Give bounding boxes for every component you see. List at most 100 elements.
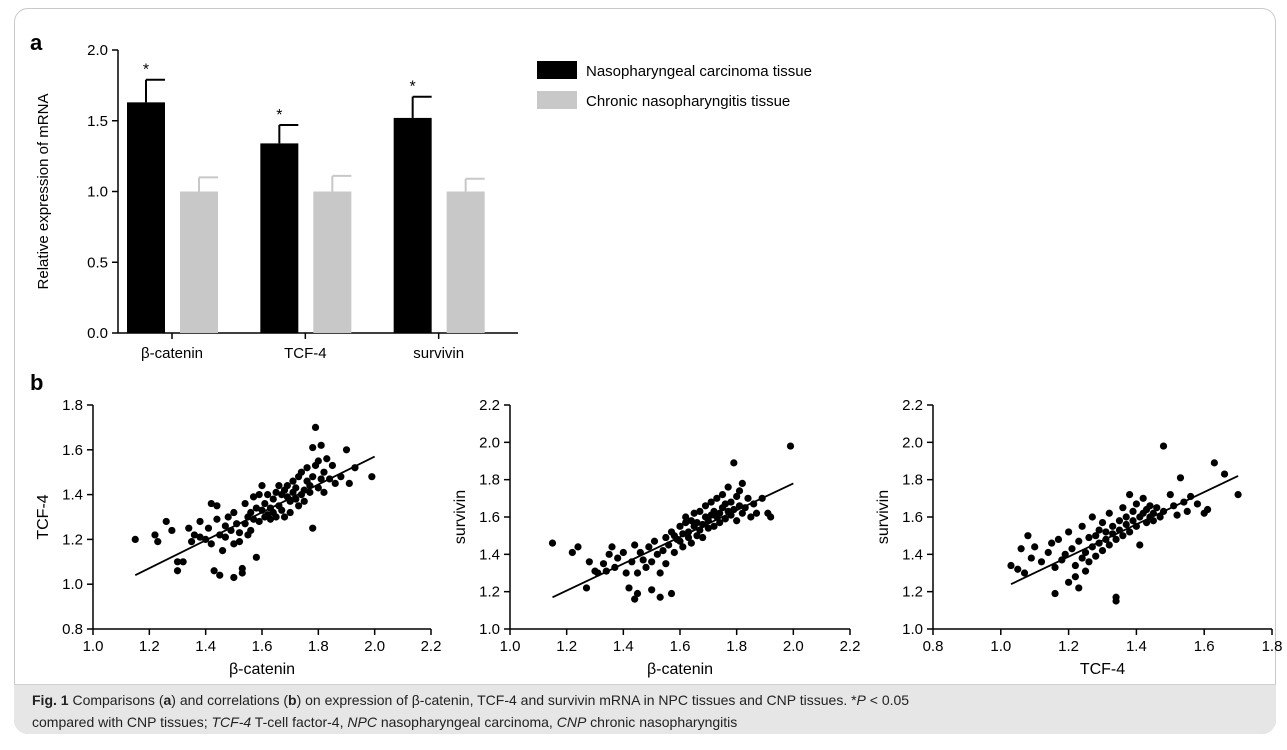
scatter-point [331,479,339,487]
scatter-point [328,461,337,470]
y-tick-label: 0.5 [87,254,108,271]
y-tick-label: 1.6 [902,509,923,526]
scatter-point [1166,491,1174,499]
y-tick-label: 1.0 [479,621,500,638]
scatter-point [1017,545,1025,553]
caption-text-3: ) on expression of β-catenin, TCF-4 and … [296,692,857,708]
scatter-point [642,563,650,572]
scatter-point [1119,532,1127,540]
x-tick-label: 1.4 [613,638,634,655]
y-axis-label: survivin [875,490,892,544]
y-tick-label: 1.8 [902,472,923,489]
significance-marker: * [143,62,149,79]
caption-def-npc: nasopharyngeal carcinoma, [376,714,557,730]
scatter-point [727,498,735,506]
scatter-point [786,442,795,450]
scatter-point [1068,545,1076,553]
caption-panel-a-ref: a [163,692,172,708]
scatter-point [1122,513,1130,521]
scatter-point [1024,532,1032,540]
x-axis-label: TCF-4 [1080,661,1125,678]
scatter-panel-b1: 0.81.01.21.41.61.81.0 1.2 1.4 1.6 1.8 2.0 2.2β… [35,397,441,678]
scatter-point [264,491,272,499]
scatter-point [710,522,718,530]
scatter-point [733,517,741,525]
scatter-point [1044,548,1052,557]
scatter-point [656,593,664,601]
scatter-point [266,515,275,523]
y-tick-label: 1.5 [87,113,108,130]
scatter-point [631,541,639,549]
scatter-point [608,543,616,551]
figure-caption: Fig. 1 Comparisons (a) and correlations … [14,684,1276,734]
scatter-point [735,487,744,495]
y-tick-label: 2.0 [87,42,108,59]
scatter-point [311,423,320,431]
x-tick-label: 1.4 [195,638,216,655]
scatter-point [1071,561,1079,570]
scatter-point [297,468,306,476]
scatter-point [1065,528,1073,536]
scatter-point [1159,442,1168,450]
scatter-point [1203,505,1212,514]
panel-label-a: a [30,30,43,55]
scatter-point [1092,552,1100,560]
scatter-point [286,508,294,517]
x-tick-label: β-catenin [141,345,203,362]
scatter-point [1156,513,1164,521]
scatter-point [1129,507,1137,515]
scatter-point [230,508,238,517]
scatter-point [162,517,170,526]
scatter-point [693,519,701,527]
scatter-point [699,533,707,542]
scatter-point [574,543,582,551]
scatter-point [289,477,297,485]
y-axis-label: TCF-4 [35,494,52,539]
scatter-point [1065,578,1073,586]
scatter-point [701,502,710,510]
caption-panel-b-ref: b [288,692,297,708]
scatter-point [1220,470,1229,478]
scatter-point [306,488,314,496]
scatter-point [1115,517,1124,525]
scatter-point [625,584,633,592]
y-tick-label: 1.4 [62,487,83,504]
x-tick-label: 1.2 [1058,638,1079,655]
scatter-point [317,441,325,449]
scatter-point [204,524,213,532]
scatter-point [221,522,229,530]
y-tick-label: 0.0 [87,325,108,342]
scatter-point [1122,520,1130,529]
scatter-point [221,533,229,541]
y-tick-label: 1.6 [62,442,83,459]
scatter-point [173,558,182,566]
scatter-point [682,513,690,521]
scatter-point [1098,519,1107,527]
x-axis-label: β-catenin [229,661,295,678]
y-tick-label: 1.2 [902,584,923,601]
scatter-point [185,524,193,532]
scatter-point [667,589,676,598]
scatter-point [207,499,215,508]
scatter-point [1027,554,1035,562]
scatter-point [280,513,289,521]
scatter-point [317,475,325,483]
scatter-point [1105,541,1113,549]
scatter-point [645,543,653,551]
scatter-point [633,569,642,577]
scatter-point [721,500,729,508]
scatter-point [1075,537,1083,545]
y-tick-label: 2.2 [902,397,923,414]
scatter-point [548,539,557,547]
scatter-point [1071,573,1079,581]
x-tick-label: 1.6 [1194,638,1215,655]
scatter-point [568,548,576,557]
scatter-point [1126,528,1134,536]
caption-def-tcf4: T-cell factor-4, [251,714,348,730]
x-tick-label: 1.6 [252,638,273,655]
y-tick-label: 1.4 [479,546,500,563]
scatter-point [213,502,221,510]
scatter-point [269,495,277,503]
scatter-point [1095,526,1103,534]
y-tick-label: 2.0 [902,434,923,451]
